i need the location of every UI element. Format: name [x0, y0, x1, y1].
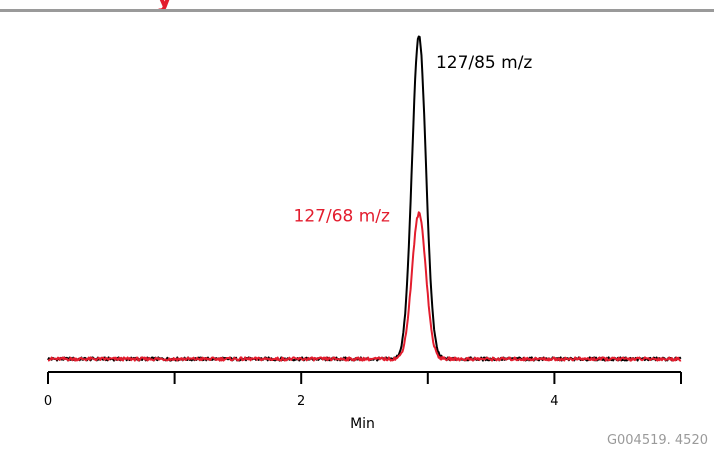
- x-tick-label-2: 2: [297, 394, 305, 409]
- x-tick-label-4: 4: [550, 394, 558, 409]
- x-axis-ticks: 0 2 4: [44, 372, 682, 409]
- x-axis-label: Min: [350, 416, 375, 432]
- header-rule-svg: y: [0, 0, 714, 13]
- series-line-127-85: [47, 35, 682, 362]
- series-label-127-85: 127/85 m/z: [436, 53, 532, 73]
- figure-id: G004519. 4520: [607, 433, 708, 448]
- series-line-127-68: [47, 211, 682, 362]
- x-tick-label-0: 0: [44, 394, 52, 409]
- series-layer: [47, 35, 682, 362]
- header-rule: [0, 9, 714, 12]
- series-label-127-68: 127/68 m/z: [294, 207, 390, 227]
- header-strip: y: [0, 0, 714, 14]
